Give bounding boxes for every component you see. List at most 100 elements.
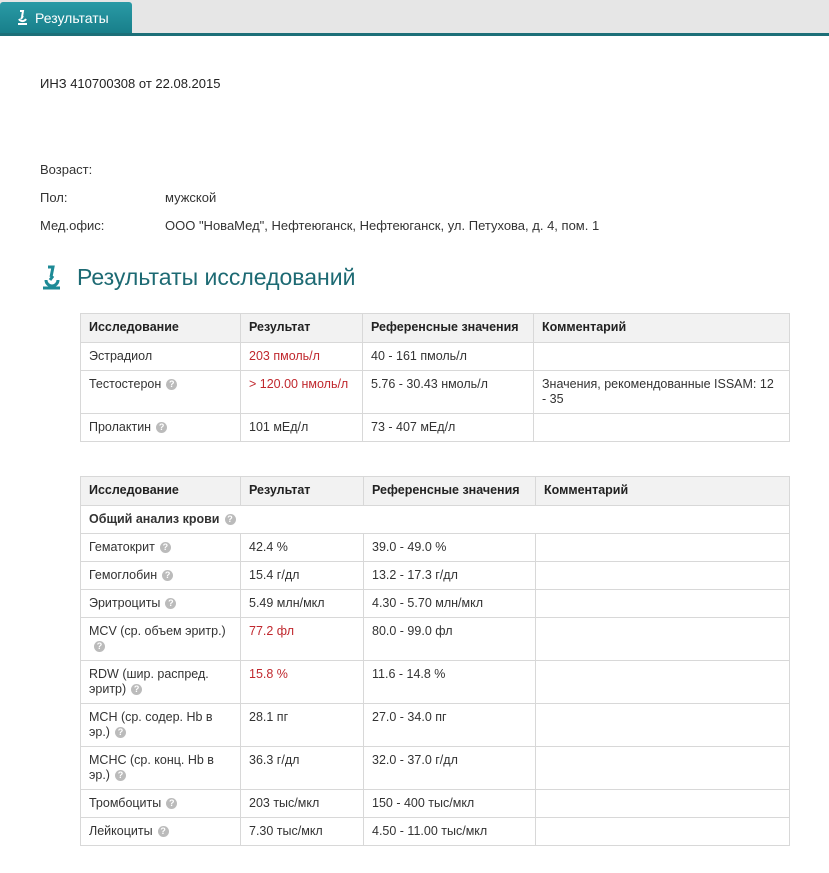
- study-name-text: Пролактин: [89, 420, 152, 434]
- study-name-text: MCHC (ср. конц. Hb в эр.): [89, 753, 214, 782]
- table-row: Пролактин? 101 мЕд/л 73 - 407 мЕд/л: [80, 413, 790, 442]
- help-icon[interactable]: ?: [159, 542, 171, 553]
- study-name-text: Тромбоциты: [89, 796, 162, 810]
- reference-cell-text: 4.30 - 5.70 млн/мкл: [372, 596, 483, 610]
- study-name: Гемоглобин?: [80, 561, 241, 590]
- table-row: Гематокрит? 42.4 % 39.0 - 49.0 %: [80, 533, 790, 562]
- study-name: Пролактин?: [80, 413, 241, 442]
- reference-cell: 40 - 161 пмоль/л: [362, 342, 534, 371]
- help-icon[interactable]: ?: [162, 570, 174, 581]
- comment-cell: [535, 561, 790, 590]
- reference-cell-text: 4.50 - 11.00 тыс/мкл: [372, 824, 488, 838]
- reference-cell-text: 80.0 - 99.0 фл: [372, 624, 453, 638]
- col-study: Исследование: [80, 313, 241, 343]
- study-name: Тромбоциты?: [80, 789, 241, 818]
- table-row: MCV (ср. объем эритр.)? 77.2 фл 80.0 - 99.…: [80, 617, 790, 661]
- result-cell-text: 77.2 фл: [249, 624, 295, 638]
- result-cell: 203 пмоль/л: [240, 342, 363, 371]
- help-icon[interactable]: ?: [166, 379, 178, 390]
- comment-cell: [535, 746, 790, 790]
- reference-cell: 5.76 - 30.43 нмоль/л: [362, 370, 534, 414]
- reference-cell: 27.0 - 34.0 пг: [363, 703, 536, 747]
- col-result: Результат: [240, 476, 364, 506]
- col-result: Результат: [240, 313, 363, 343]
- table-row: RDW (шир. распред. эритр)? 15.8 % 11.6 - 1…: [80, 660, 790, 704]
- result-cell: 36.3 г/дл: [240, 746, 364, 790]
- group-label: Общий анализ крови: [89, 512, 220, 526]
- help-icon[interactable]: ?: [166, 798, 178, 809]
- result-cell: 42.4 %: [240, 533, 364, 562]
- study-name: Лейкоциты?: [80, 817, 241, 846]
- table-header: Исследование Результат Референсные значени…: [80, 476, 790, 506]
- help-icon[interactable]: ?: [94, 641, 105, 652]
- reference-cell: 150 - 400 тыс/мкл: [363, 789, 536, 818]
- blood-table: Исследование Результат Референсные значени…: [80, 476, 790, 846]
- comment-cell: [535, 589, 790, 618]
- study-name: MCH (ср. содер. Hb в эр.)?: [80, 703, 241, 747]
- office-row: Мед.офис: ООО "НоваМед", Нефтеюганск, Неф…: [40, 218, 599, 233]
- study-name-text: Лейкоциты: [89, 824, 153, 838]
- table-row: Эритроциты? 5.49 млн/мкл 4.30 - 5.70 млн/м…: [80, 589, 790, 618]
- study-name: Гематокрит?: [80, 533, 241, 562]
- study-name: RDW (шир. распред. эритр)?: [80, 660, 241, 704]
- study-name-text: Гематокрит: [89, 540, 155, 554]
- study-name-text: Гемоглобин: [89, 568, 158, 582]
- result-cell-text: > 120.00 нмоль/л: [249, 377, 349, 391]
- sex-label: Пол:: [40, 190, 68, 205]
- result-cell: > 120.00 нмоль/л: [240, 370, 363, 414]
- help-icon[interactable]: ?: [165, 598, 177, 609]
- table-row: Гемоглобин? 15.4 г/дл 13.2 - 17.3 г/дл: [80, 561, 790, 590]
- reference-cell: 73 - 407 мЕд/л: [362, 413, 534, 442]
- result-cell-text: 28.1 пг: [249, 710, 289, 724]
- reference-cell-text: 150 - 400 тыс/мкл: [372, 796, 475, 810]
- tab-results[interactable]: Результаты: [0, 2, 132, 33]
- reference-cell: 4.50 - 11.00 тыс/мкл: [363, 817, 536, 846]
- col-reference: Референсные значения: [363, 476, 536, 506]
- table-row: Тестостерон? > 120.00 нмоль/л 5.76 - 30.43…: [80, 370, 790, 414]
- hormones-table: Исследование Результат Референсные значени…: [80, 313, 790, 442]
- table-row: Лейкоциты? 7.30 тыс/мкл 4.50 - 11.00 тыс/м…: [80, 817, 790, 846]
- result-cell: 101 мЕд/л: [240, 413, 363, 442]
- col-comment: Комментарий: [535, 476, 790, 506]
- result-cell-text: 5.49 млн/мкл: [249, 596, 325, 610]
- study-name-text: MCH (ср. содер. Hb в эр.): [89, 710, 213, 739]
- result-cell: 5.49 млн/мкл: [240, 589, 364, 618]
- sex-value: мужской: [165, 190, 217, 205]
- study-name-text: Тестостерон: [89, 377, 162, 391]
- table-row: Эстрадиол 203 пмоль/л 40 - 161 пмоль/л: [80, 342, 790, 371]
- col-reference: Референсные значения: [362, 313, 534, 343]
- help-icon[interactable]: ?: [114, 770, 126, 781]
- study-name-text: RDW (шир. распред. эритр): [89, 667, 209, 696]
- reference-cell-text: 32.0 - 37.0 г/дл: [372, 753, 458, 767]
- reference-cell: 4.30 - 5.70 млн/мкл: [363, 589, 536, 618]
- reference-cell: 80.0 - 99.0 фл: [363, 617, 536, 661]
- help-icon[interactable]: ?: [114, 727, 126, 738]
- help-icon[interactable]: ?: [131, 684, 143, 695]
- result-cell-text: 7.30 тыс/мкл: [249, 824, 323, 838]
- group-row: Общий анализ крови?: [80, 505, 790, 534]
- tab-label: Результаты: [35, 9, 109, 26]
- comment-cell: [535, 789, 790, 818]
- col-comment: Комментарий: [533, 313, 790, 343]
- result-cell: 77.2 фл: [240, 617, 364, 661]
- reference-cell-text: 39.0 - 49.0 %: [372, 540, 447, 554]
- study-name: Тестостерон?: [80, 370, 241, 414]
- comment-cell: [535, 660, 790, 704]
- help-icon[interactable]: ?: [156, 422, 168, 433]
- reference-cell-text: 73 - 407 мЕд/л: [371, 420, 456, 434]
- col-study: Исследование: [80, 476, 241, 506]
- study-name: Эстрадиол: [80, 342, 241, 371]
- help-icon[interactable]: ?: [224, 514, 236, 525]
- reference-cell-text: 13.2 - 17.3 г/дл: [372, 568, 458, 582]
- age-row: Возраст:: [40, 162, 92, 177]
- table-row: Тромбоциты? 203 тыс/мкл 150 - 400 тыс/мкл: [80, 789, 790, 818]
- table-header: Исследование Результат Референсные значени…: [80, 313, 790, 343]
- reference-cell: 13.2 - 17.3 г/дл: [363, 561, 536, 590]
- reference-cell-text: 40 - 161 пмоль/л: [371, 349, 467, 363]
- study-name: Эритроциты?: [80, 589, 241, 618]
- microscope-icon: [18, 9, 27, 25]
- help-icon[interactable]: ?: [157, 826, 169, 837]
- reference-cell: 39.0 - 49.0 %: [363, 533, 536, 562]
- result-cell-text: 203 тыс/мкл: [249, 796, 320, 810]
- result-cell-text: 203 пмоль/л: [249, 349, 320, 363]
